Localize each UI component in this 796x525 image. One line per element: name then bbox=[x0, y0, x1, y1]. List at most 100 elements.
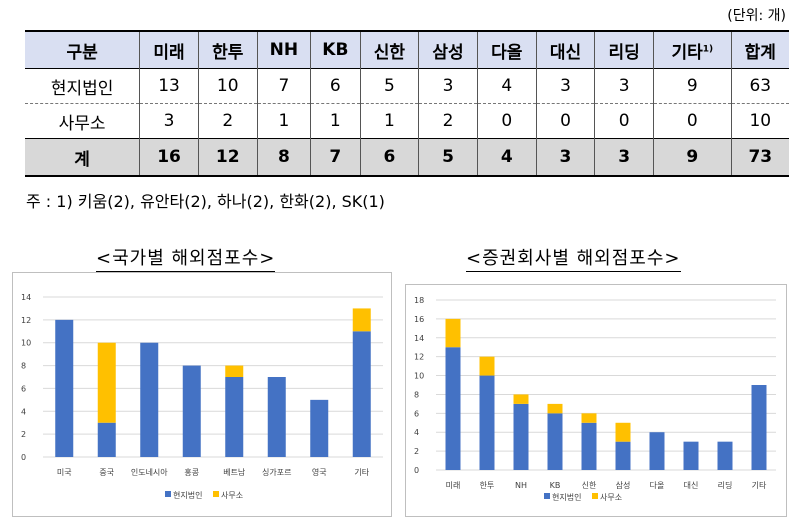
row-label: 계 bbox=[74, 149, 90, 170]
table-cell: 2 bbox=[418, 103, 478, 139]
y-tick-label: 4 bbox=[414, 428, 419, 437]
bar-segment bbox=[182, 365, 201, 457]
table-header-cell: 한투 bbox=[197, 31, 258, 69]
table-cell: 1 bbox=[310, 103, 361, 139]
x-tick-label: 중국 bbox=[99, 468, 114, 477]
bar-segment bbox=[352, 331, 371, 457]
bar-segment bbox=[55, 319, 74, 457]
table-cell: 8 bbox=[256, 138, 311, 176]
y-tick-label: 2 bbox=[414, 447, 419, 456]
legend-label: 현지법인 bbox=[173, 490, 202, 500]
bar-segment bbox=[513, 403, 529, 470]
table-cell: 2 bbox=[197, 103, 258, 139]
bar-segment bbox=[445, 347, 461, 470]
table-footnote: 주 : 1) 키움(2), 유안타(2), 하나(2), 한화(2), SK(1… bbox=[26, 192, 385, 211]
legend-swatch bbox=[213, 491, 219, 497]
bar-segment bbox=[140, 342, 159, 457]
x-tick-label: 삼성 bbox=[616, 480, 631, 490]
bar-segment bbox=[225, 377, 244, 457]
table-header-cell-other: 기타1) bbox=[653, 31, 732, 69]
x-tick-label: 싱가포르 bbox=[262, 467, 291, 477]
x-tick-label: 홍콩 bbox=[184, 467, 199, 477]
x-tick-label: 리딩 bbox=[718, 480, 733, 490]
table-cell: 7 bbox=[310, 138, 361, 176]
chart-title-company: <증권회사별 해외점포수> bbox=[466, 244, 681, 272]
y-tick-label: 18 bbox=[414, 296, 424, 305]
y-tick-label: 8 bbox=[414, 390, 419, 399]
table-cell: 9 bbox=[653, 138, 732, 176]
table-header-cell: 다올 bbox=[476, 31, 537, 69]
y-tick-label: 14 bbox=[21, 293, 31, 302]
y-tick-label: 0 bbox=[414, 466, 419, 475]
y-tick-label: 0 bbox=[21, 453, 26, 462]
table-cell: 3 bbox=[535, 68, 595, 104]
bar-segment bbox=[310, 399, 329, 457]
table-cell: 3 bbox=[418, 68, 478, 104]
table-cell: 7 bbox=[256, 68, 311, 104]
table-cell: 5 bbox=[359, 68, 419, 104]
footnote-marker: 1) bbox=[702, 43, 714, 54]
table-header-cell: 합계 bbox=[730, 31, 789, 69]
y-tick-label: 12 bbox=[414, 353, 424, 362]
table-header-cell: 신한 bbox=[359, 31, 419, 69]
x-tick-label: 베트남 bbox=[223, 468, 246, 477]
table-cell: 0 bbox=[476, 103, 537, 139]
country-chart-panel: 0 2 4 6 8 10 12 14 미국 중국 인도네시아 홍콩 베트남 싱가포르 영국 기타 현지법인 사무소 bbox=[12, 272, 392, 517]
bar-segment bbox=[615, 441, 631, 470]
table-row-total: 계 16 12 8 7 6 5 4 3 3 9 73 bbox=[25, 138, 789, 176]
bar-segment bbox=[479, 356, 495, 376]
table-header-cell: 삼성 bbox=[418, 31, 478, 69]
table-cell: 4 bbox=[476, 68, 537, 104]
legend-label: 사무소 bbox=[600, 493, 622, 502]
legend-swatch bbox=[165, 491, 171, 497]
x-tick-label: 신한 bbox=[582, 481, 597, 490]
legend-swatch bbox=[544, 493, 550, 499]
bar-segment bbox=[513, 394, 529, 404]
table-header-cell: 리딩 bbox=[594, 31, 654, 69]
x-tick-label: 미래 bbox=[446, 481, 461, 490]
table-cell: 3 bbox=[535, 138, 595, 176]
table-cell: 3 bbox=[594, 138, 654, 176]
bar-segment bbox=[683, 441, 699, 470]
x-tick-label: NH bbox=[515, 481, 527, 490]
bar-segment bbox=[649, 432, 665, 470]
y-tick-label: 16 bbox=[414, 315, 424, 324]
table-cell: 5 bbox=[418, 138, 478, 176]
legend-label: 사무소 bbox=[221, 491, 243, 500]
bar-segment bbox=[97, 422, 116, 457]
table-cell: 3 bbox=[139, 103, 199, 139]
chart-title-country: <국가별 해외점포수> bbox=[96, 244, 276, 272]
bar-segment bbox=[615, 422, 631, 442]
table-cell: 10 bbox=[730, 103, 789, 139]
bar-segment bbox=[581, 422, 597, 470]
x-tick-label: 한투 bbox=[480, 481, 495, 490]
bar-segment bbox=[751, 385, 767, 470]
y-tick-label: 14 bbox=[414, 334, 424, 343]
table-cell: 0 bbox=[594, 103, 654, 139]
y-tick-label: 6 bbox=[414, 409, 419, 418]
bar-segment bbox=[97, 342, 116, 423]
table-row-office: 사무소 3 2 1 1 1 2 0 0 0 0 10 bbox=[25, 103, 789, 139]
bar-segment bbox=[547, 403, 563, 414]
table-cell: 12 bbox=[197, 138, 258, 176]
x-tick-label: 인도네시아 bbox=[131, 467, 168, 477]
x-tick-label: 기타 bbox=[354, 468, 369, 477]
table-cell: 1 bbox=[359, 103, 419, 139]
table-cell: 4 bbox=[476, 138, 537, 176]
row-label: 현지법인 bbox=[25, 68, 140, 104]
x-tick-label: 미국 bbox=[57, 468, 72, 477]
x-tick-label: KB bbox=[550, 481, 561, 490]
table-cell: 0 bbox=[535, 103, 595, 139]
table-cell: 1 bbox=[256, 103, 311, 139]
table-cell: 9 bbox=[653, 68, 732, 104]
table-header-cell: NH bbox=[256, 31, 311, 69]
table-row-local-subsidiary: 현지법인 13 10 7 6 5 3 4 3 3 9 63 bbox=[25, 68, 789, 104]
table-cell: 13 bbox=[139, 68, 199, 104]
branch-count-table: 구분 미래 한투 NH KB 신한 삼성 다올 대신 리딩 기타1) 합계 현지… bbox=[25, 30, 789, 177]
bar-segment bbox=[267, 377, 286, 457]
y-tick-label: 2 bbox=[21, 430, 26, 439]
table-cell: 73 bbox=[730, 138, 789, 176]
y-tick-label: 6 bbox=[21, 384, 26, 393]
